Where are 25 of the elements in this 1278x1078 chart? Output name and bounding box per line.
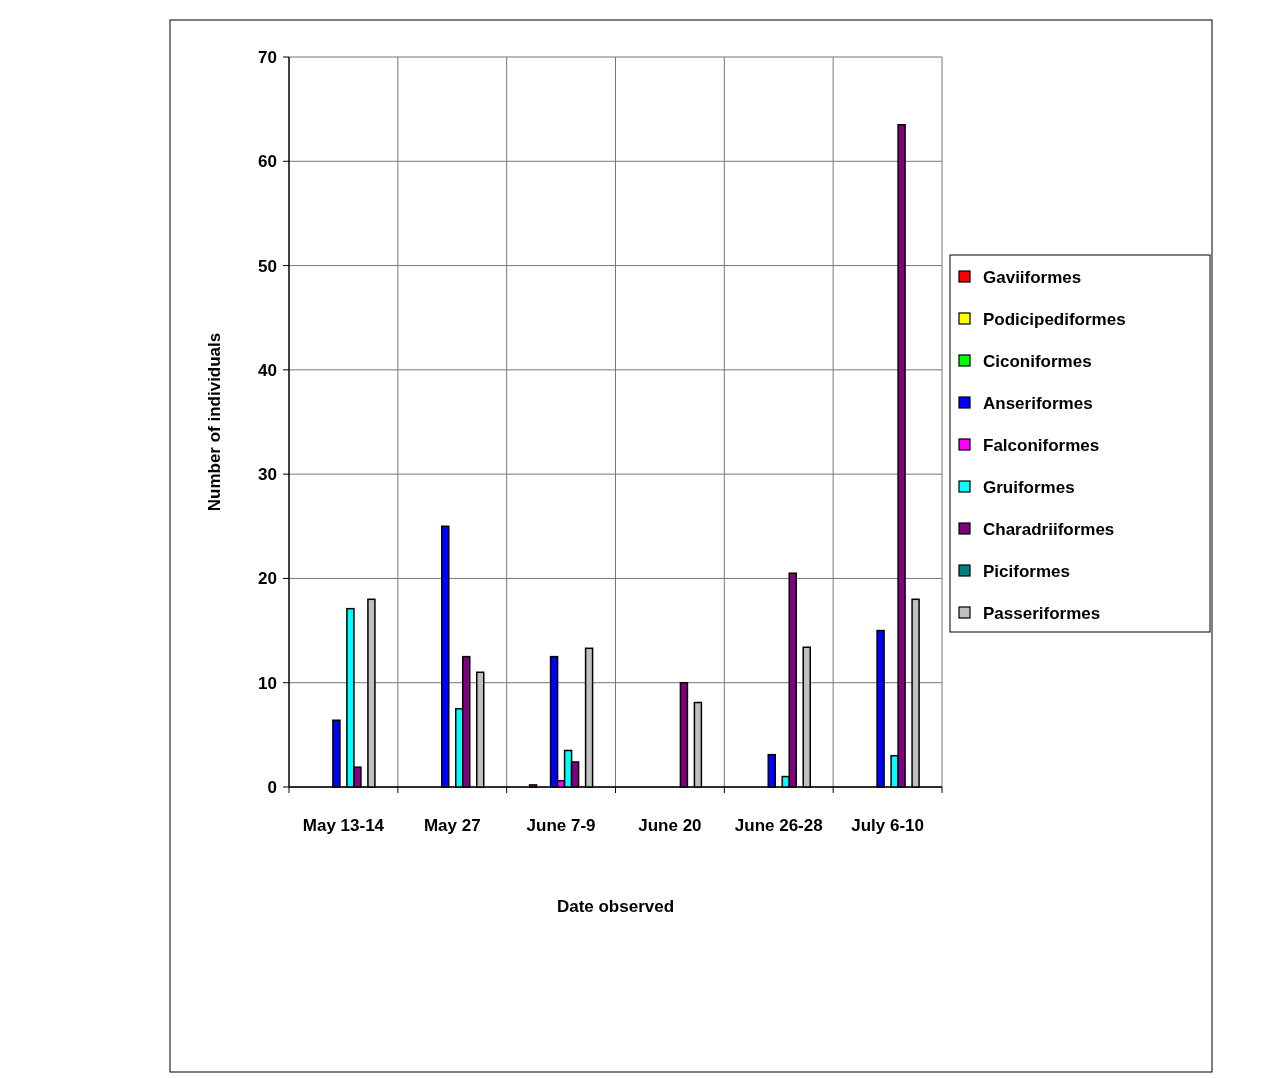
y-tick-label: 50 <box>258 256 277 276</box>
x-tick-label: June 20 <box>638 816 702 835</box>
y-tick-label: 70 <box>258 47 277 67</box>
y-tick-label: 10 <box>258 673 277 693</box>
legend-label: Piciformes <box>983 561 1070 581</box>
y-tick-label: 0 <box>267 777 277 797</box>
legend-label: Ciconiformes <box>983 351 1092 371</box>
legend-label: Passeriformes <box>983 603 1101 623</box>
legend-label: Gaviiformes <box>983 267 1082 287</box>
y-tick-label: 20 <box>258 569 277 589</box>
legend-label: Podicipediformes <box>983 309 1126 329</box>
y-tick-label: 60 <box>258 152 277 172</box>
x-tick-label: June 7-9 <box>526 816 596 835</box>
legend-label: Falconiformes <box>983 435 1100 455</box>
x-axis-title: Date observed <box>556 897 675 916</box>
x-tick-label: July 6-10 <box>851 816 924 835</box>
x-tick-label: May 13-14 <box>302 816 385 835</box>
legend-label: Gruiformes <box>983 477 1075 497</box>
x-tick-label: May 27 <box>423 816 481 835</box>
legend-label: Anseriformes <box>983 393 1093 413</box>
y-tick-label: 40 <box>258 360 277 380</box>
x-tick-label: June 26-28 <box>734 816 823 835</box>
legend-label: Charadriiformes <box>983 519 1115 539</box>
y-tick-label: 30 <box>258 465 277 485</box>
y-axis-title: Number of individuals <box>205 332 224 512</box>
